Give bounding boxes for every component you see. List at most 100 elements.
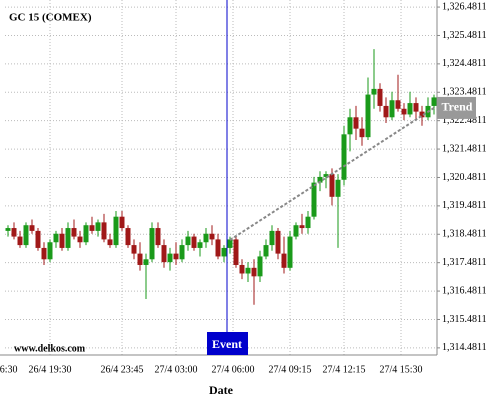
candle-body xyxy=(227,239,233,248)
candle-body xyxy=(125,228,131,246)
candle-body xyxy=(359,128,365,138)
candle-body xyxy=(137,253,143,265)
candle-body xyxy=(89,225,95,231)
candle-body xyxy=(11,228,17,237)
candle-body xyxy=(167,253,173,263)
candle-body xyxy=(305,216,311,229)
y-tick-label: 1,321.4811 xyxy=(442,143,487,154)
candle-body xyxy=(203,233,209,243)
candle-body xyxy=(239,264,245,274)
candle-body xyxy=(323,174,329,177)
candle-body xyxy=(275,230,281,254)
candle-body xyxy=(317,176,323,183)
x-tick-label: 26/4 23:45 xyxy=(100,364,143,375)
candle-body xyxy=(251,267,257,277)
candle-body xyxy=(23,225,29,246)
x-tick-label: 27/4 09:15 xyxy=(268,364,311,375)
y-tick-label: 1,325.4811 xyxy=(442,30,487,41)
candle-body xyxy=(131,245,137,254)
trend-line xyxy=(229,107,435,241)
candle-body xyxy=(149,228,155,260)
candle-body xyxy=(143,259,149,265)
candle-body xyxy=(179,245,185,260)
x-tick-label: 26/4 16:30 xyxy=(0,364,18,375)
y-tick-label: 1,322.4811 xyxy=(442,115,487,126)
candle-body xyxy=(401,108,407,115)
x-tick-label: 27/4 15:30 xyxy=(379,364,422,375)
candle-body xyxy=(173,253,179,260)
candle-body xyxy=(155,228,161,246)
candle-body xyxy=(281,253,287,268)
candle-body xyxy=(17,236,23,246)
candle-body xyxy=(59,233,65,248)
y-tick-label: 1,319.4811 xyxy=(442,200,487,211)
candle-body xyxy=(113,216,119,246)
candle-body xyxy=(395,100,401,109)
event-label-box xyxy=(207,332,248,355)
candle-body xyxy=(119,216,125,229)
candle-body xyxy=(65,228,71,248)
candle-body xyxy=(71,228,77,237)
y-tick-label: 1,316.4811 xyxy=(442,285,487,296)
candle-body xyxy=(209,233,215,240)
candle-body xyxy=(311,182,317,217)
candle-body xyxy=(365,94,371,138)
candle-body xyxy=(221,247,227,257)
trend-label-box xyxy=(437,96,476,119)
candle-body xyxy=(197,242,203,248)
y-tick-label: 1,320.4811 xyxy=(442,172,487,183)
candle-body xyxy=(269,230,275,246)
x-tick-label: 27/4 06:00 xyxy=(211,364,254,375)
candle-body xyxy=(347,117,353,135)
candle-body xyxy=(263,245,269,257)
candle-body xyxy=(413,103,419,112)
candle-body xyxy=(293,225,299,237)
candle-body xyxy=(257,256,263,277)
candle-body xyxy=(383,105,389,118)
y-tick-label: 1,317.4811 xyxy=(442,257,487,268)
candle-body xyxy=(5,228,11,231)
candle-body xyxy=(389,100,395,118)
candle-body xyxy=(191,236,197,248)
event-label: Event xyxy=(212,337,242,351)
candle-body xyxy=(215,239,221,257)
candle-body xyxy=(335,179,341,197)
y-tick-label: 1,314.4811 xyxy=(442,342,487,353)
x-tick-label: 26/4 19:30 xyxy=(28,364,71,375)
candle-body xyxy=(35,230,41,248)
candle-body xyxy=(431,97,437,106)
candle-body xyxy=(371,88,377,95)
y-tick-label: 1,324.4811 xyxy=(442,58,487,69)
candle-body xyxy=(29,225,35,231)
candle-body xyxy=(287,236,293,268)
x-tick-label: 27/4 03:00 xyxy=(154,364,197,375)
candle-body xyxy=(245,267,251,274)
candle-body xyxy=(377,88,383,106)
y-tick-label: 1,326.4811 xyxy=(442,1,487,12)
watermark: www.delkos.com xyxy=(14,343,86,354)
candle-body xyxy=(353,117,359,129)
candle-body xyxy=(341,134,347,180)
candle-body xyxy=(41,247,47,260)
candle-body xyxy=(101,222,107,240)
trend-label: Trend xyxy=(442,100,473,114)
y-tick-label: 1,315.4811 xyxy=(442,314,487,325)
candle-body xyxy=(161,245,167,263)
x-tick-label: 27/4 12:15 xyxy=(322,364,365,375)
candle-body xyxy=(329,174,335,197)
candle-body xyxy=(233,239,239,265)
candle-body xyxy=(95,222,101,231)
candle-body xyxy=(53,233,59,243)
candle-body xyxy=(107,239,113,246)
chart-title: GC 15 (COMEX) xyxy=(9,12,92,24)
x-axis-label: Date xyxy=(209,383,234,397)
candle-body xyxy=(299,225,305,229)
candle-body xyxy=(419,111,425,118)
candle-body xyxy=(47,242,53,260)
candle-body xyxy=(83,225,89,243)
candle-body xyxy=(407,103,413,115)
y-tick-label: 1,323.4811 xyxy=(442,87,487,98)
candle-body xyxy=(185,236,191,246)
candle-body xyxy=(77,236,83,243)
